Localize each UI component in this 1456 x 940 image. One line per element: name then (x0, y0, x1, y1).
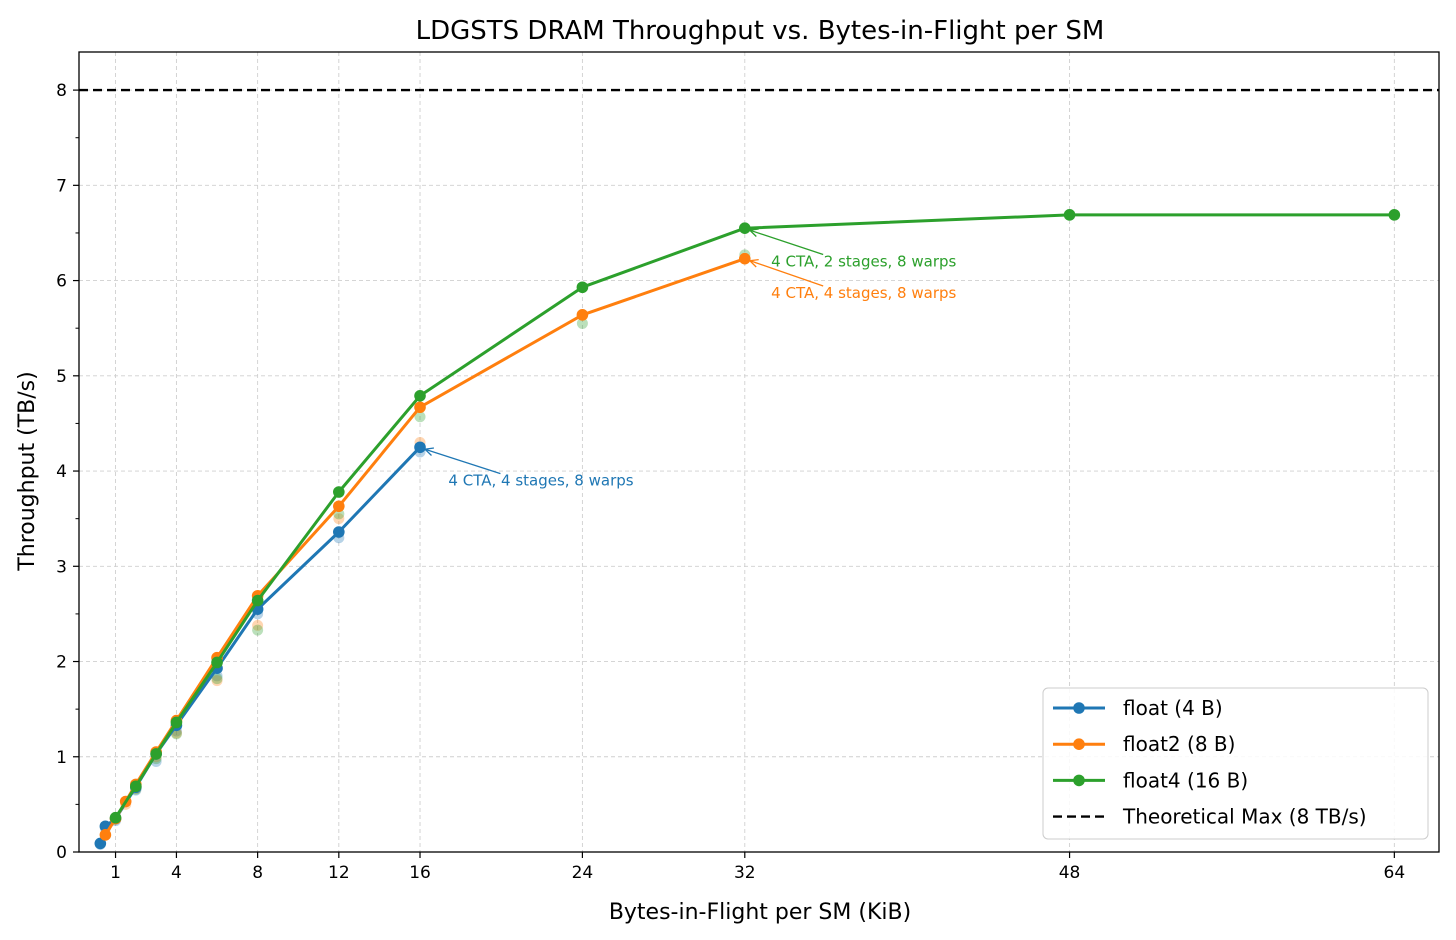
series-point (333, 526, 345, 538)
series-point (170, 716, 183, 729)
y-tick-label: 7 (56, 176, 67, 196)
series-point (1388, 209, 1401, 221)
series-point (414, 401, 426, 414)
legend-box (1042, 687, 1429, 840)
annotation-label: 4 CTA, 4 stages, 8 warps (771, 284, 956, 302)
faded-point (211, 675, 223, 687)
y-tick-label: 8 (56, 81, 67, 101)
legend-label: float (4 B) (1123, 696, 1223, 720)
y-tick-label: 4 (56, 462, 67, 482)
legend-label: Theoretical Max (8 TB/s) (1122, 805, 1367, 829)
series-point (576, 309, 589, 321)
y-tick-label: 5 (56, 367, 67, 387)
x-tick-label: 1 (110, 863, 121, 883)
y-axis-title: Throughput (TB/s) (15, 371, 40, 571)
legend-marker (1073, 774, 1085, 787)
faded-point (576, 317, 588, 329)
series-point (738, 252, 751, 265)
series-line (114, 213, 1395, 819)
legend-label: float4 (16 B) (1123, 768, 1248, 792)
x-tick-label: 12 (328, 863, 350, 883)
legend-label: float2 (8 B) (1123, 732, 1235, 756)
chart-title: LDGSTS DRAM Throughput vs. Bytes-in-Flig… (416, 16, 1105, 46)
series-point (738, 222, 751, 234)
x-tick-label: 4 (171, 863, 182, 883)
x-axis-title: Bytes-in-Flight per SM (KiB) (609, 900, 911, 925)
annotation-arrowhead (748, 258, 759, 268)
annotation-arrow (749, 260, 824, 287)
series-point (333, 486, 345, 498)
legend-marker (1073, 738, 1085, 750)
faded-point (252, 619, 264, 631)
annotation-arrow (424, 448, 501, 475)
faded-point (333, 513, 345, 525)
series-point (414, 390, 426, 402)
annotation-label: 4 CTA, 4 stages, 8 warps (448, 472, 633, 490)
y-tick-label: 0 (56, 843, 67, 863)
series-point (99, 829, 112, 841)
y-tick-label: 1 (56, 748, 67, 768)
y-tick-label: 6 (56, 272, 67, 292)
faded-point (211, 673, 223, 685)
annotation-layer: 4 CTA, 4 stages, 8 warps 4 CTA, 4 stages,… (423, 228, 957, 490)
series-layer (94, 209, 1401, 850)
annotation-label: 4 CTA, 2 stages, 8 warps (771, 253, 956, 271)
annotation-arrowhead (748, 228, 759, 237)
axes-frame (78, 51, 1440, 853)
legend: float (4 B) float2 (8 B) float4 (16 B) Theo… (1042, 687, 1429, 840)
series-point (251, 594, 264, 607)
x-tick-label: 32 (734, 863, 756, 883)
annotation-arrow (749, 229, 824, 256)
series-point (414, 441, 426, 454)
series-point (333, 500, 345, 513)
x-tick-label: 24 (572, 863, 594, 883)
series-point (150, 748, 162, 760)
series-point (94, 837, 107, 850)
series-point (130, 780, 142, 793)
faded-point (252, 624, 264, 636)
x-tick-label: 64 (1384, 863, 1406, 883)
legend-marker (1073, 702, 1085, 714)
y-tick-label: 3 (56, 557, 67, 577)
faded-point (414, 411, 426, 423)
series-point (576, 281, 589, 294)
annotation-arrowhead (423, 447, 434, 456)
series-point (109, 811, 122, 824)
series-point (1063, 209, 1076, 221)
x-tick-label: 8 (252, 863, 263, 883)
series-point (211, 656, 223, 669)
x-tick-label: 48 (1059, 863, 1081, 883)
y-tick-label: 2 (56, 653, 67, 673)
x-tick-label: 16 (409, 863, 431, 883)
